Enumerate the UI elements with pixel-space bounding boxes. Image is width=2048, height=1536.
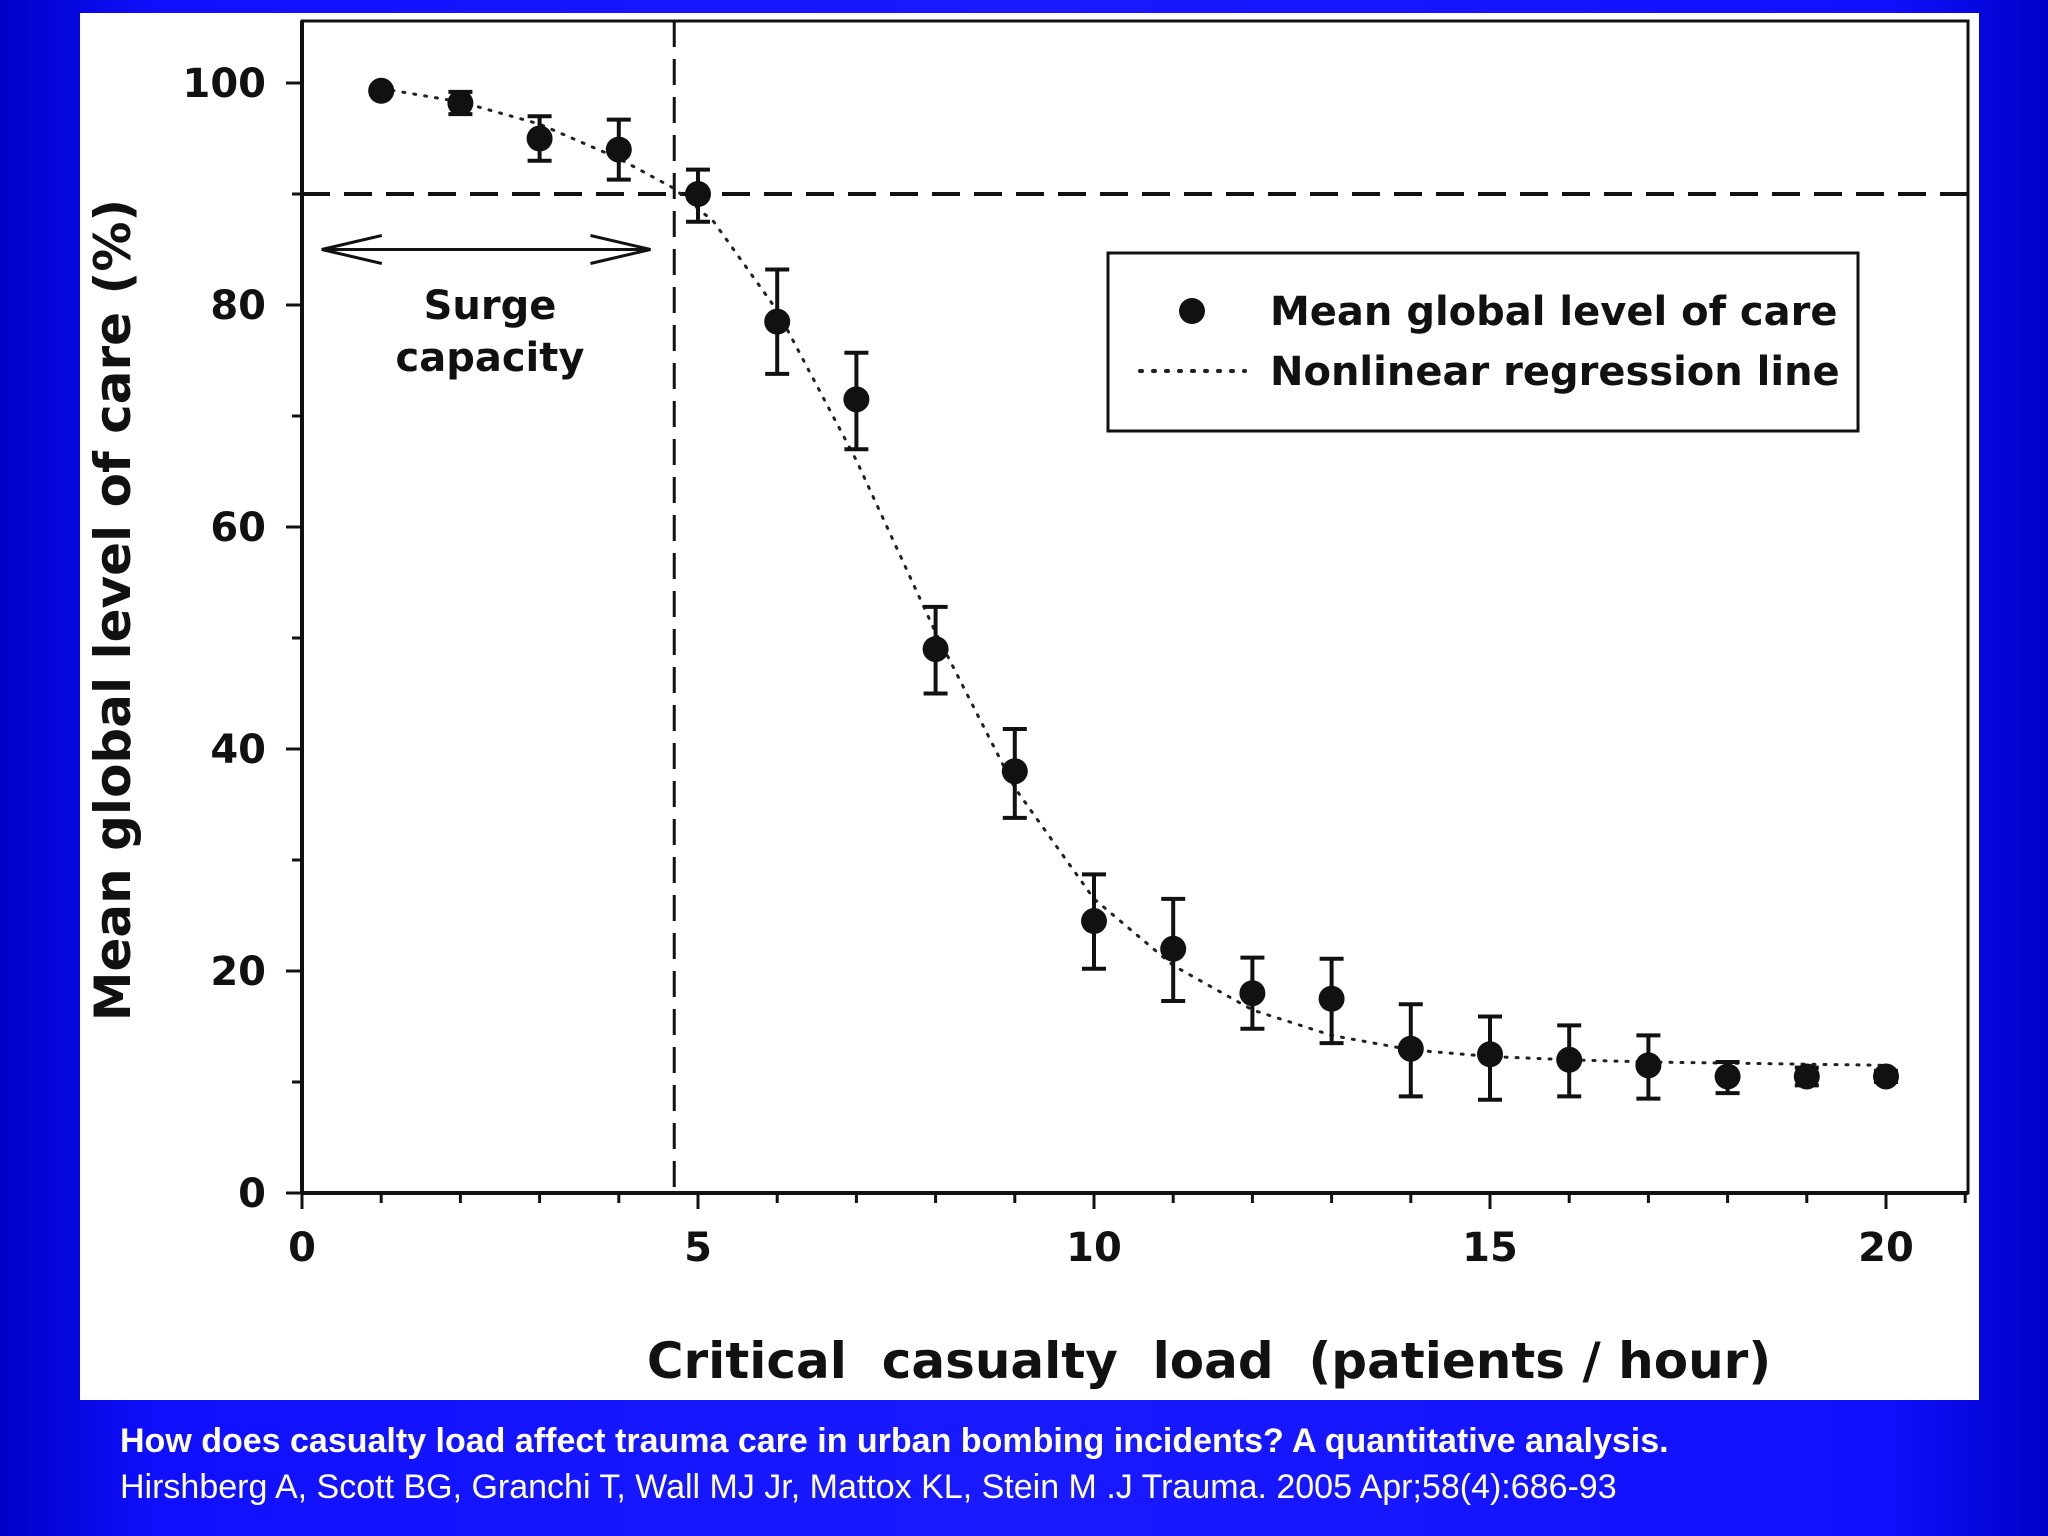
chart-svg: 0 5 10 15 20 0 20 40 60 80 100 Surge capacity Mean …: [84, 19, 1970, 1390]
data-point: [1714, 1063, 1741, 1090]
data-point: [1793, 1063, 1820, 1090]
data-point: [1001, 758, 1028, 785]
data-point: [368, 77, 395, 104]
data-point: [1635, 1052, 1662, 1079]
data-point: [1873, 1063, 1899, 1090]
y-tick-label: 40: [210, 727, 266, 773]
arrowhead-right: [590, 234, 651, 265]
caption-title: How does casualty load affect trauma car…: [120, 1422, 1669, 1460]
data-point: [605, 136, 632, 163]
y-tick-label: 60: [210, 505, 266, 551]
data-point: [1477, 1041, 1503, 1068]
x-tick-label: 20: [1858, 1225, 1914, 1271]
arrowhead-left: [321, 234, 383, 265]
data-point: [1239, 980, 1266, 1007]
y-tick-label: 100: [183, 61, 267, 107]
data-point: [526, 125, 553, 152]
surge-capacity-label: Surge: [424, 283, 557, 329]
regression-line-layer: [379, 87, 1888, 1067]
data-point: [1556, 1046, 1583, 1073]
plot-frame: [300, 19, 1970, 1195]
citation-caption: How does casualty load affect trauma car…: [120, 1418, 2020, 1510]
legend: Mean global level of care Nonlinear regre…: [1106, 251, 1860, 433]
reference-lines-layer: [302, 21, 1968, 1193]
legend-marker-points: [1179, 298, 1205, 324]
data-point: [1397, 1035, 1424, 1062]
legend-label-line: Nonlinear regression line: [1270, 349, 1840, 395]
caption-citation: Hirshberg A, Scott BG, Granchi T, Wall M…: [120, 1468, 1617, 1506]
data-point: [1081, 908, 1107, 935]
data-point: [764, 308, 791, 335]
y-axis-title: Mean global level of care (%): [84, 199, 142, 1022]
regression-line: [379, 87, 1888, 1067]
data-point: [843, 386, 870, 413]
data-points-layer: [368, 77, 1899, 1090]
data-point: [1318, 985, 1345, 1012]
data-point: [922, 636, 949, 663]
y-tick-label: 20: [210, 949, 266, 995]
x-tick-label: 0: [288, 1225, 316, 1271]
data-point: [1160, 935, 1187, 962]
x-tick-label: 5: [684, 1225, 712, 1271]
x-axis-title: Critical casualty load (patients / hour): [647, 1332, 1771, 1390]
surge-capacity-label: capacity: [396, 335, 585, 381]
legend-box: [1106, 251, 1860, 433]
error-bars-layer: [369, 85, 1898, 1102]
data-point: [447, 89, 474, 116]
x-tick-label: 15: [1462, 1225, 1518, 1271]
axes-layer: 0 5 10 15 20 0 20 40 60 80 100: [183, 19, 1970, 1271]
chart-panel: 0 5 10 15 20 0 20 40 60 80 100 Surge capacity Mean …: [80, 13, 1979, 1400]
annotation-layer: Surge capacity: [321, 234, 651, 381]
y-tick-label: 0: [238, 1171, 266, 1217]
legend-label-points: Mean global level of care: [1270, 289, 1837, 335]
x-tick-label: 10: [1066, 1225, 1122, 1271]
y-tick-label: 80: [210, 283, 266, 329]
data-point: [685, 181, 711, 207]
